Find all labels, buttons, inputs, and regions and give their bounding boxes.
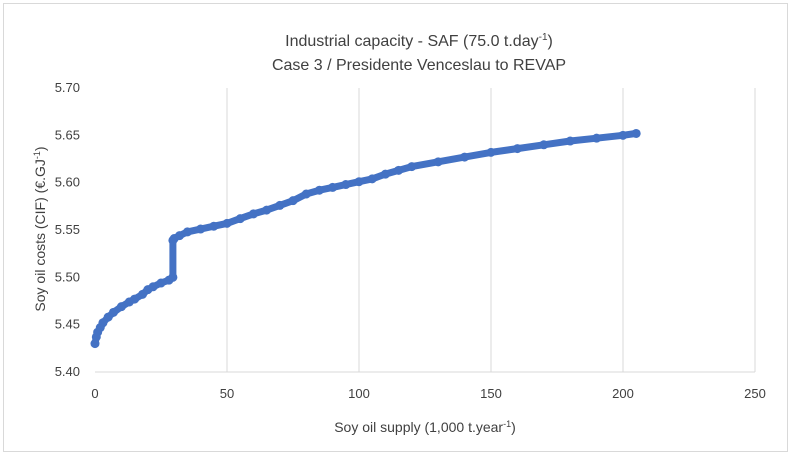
grid-lines: [226, 88, 756, 372]
y-tick-label-3: 5.55: [55, 222, 80, 237]
data-point-21: [209, 221, 219, 231]
data-point-26: [275, 200, 285, 210]
data-point-39: [486, 147, 496, 157]
data-point-24: [248, 209, 258, 219]
data-point-38: [460, 152, 470, 162]
y-tick-label-4: 5.60: [55, 175, 80, 190]
chart-title-line1: Industrial capacity - SAF (75.0 t.day-1): [285, 32, 553, 50]
data-point-41: [539, 140, 549, 150]
data-point-45: [631, 128, 641, 138]
x-tick-label-3: 150: [480, 386, 502, 401]
data-point-19: [182, 227, 192, 237]
y-tick-label-1: 5.45: [55, 317, 80, 332]
data-point-18: [174, 231, 184, 241]
y-axis-label: Soy oil costs (CIF) (€.GJ-1): [32, 146, 48, 311]
data-point-13: [156, 278, 166, 288]
x-axis-label: Soy oil supply (1,000 t.year-1): [334, 419, 516, 435]
data-point-40: [512, 144, 522, 154]
data-point-20: [196, 224, 206, 234]
data-point-32: [354, 177, 364, 187]
data-point-35: [394, 165, 404, 175]
data-point-31: [341, 180, 351, 190]
data-point-9: [130, 294, 140, 304]
x-tick-label-0: 0: [91, 386, 98, 401]
data-point-22: [222, 218, 232, 228]
chart-frame: [3, 3, 788, 452]
data-point-23: [235, 214, 245, 224]
data-point-36: [407, 162, 417, 172]
data-point-30: [328, 182, 338, 192]
y-tick-label-0: 5.40: [55, 364, 80, 379]
x-tick-label-4: 200: [612, 386, 634, 401]
data-point-37: [433, 157, 443, 167]
data-point-7: [116, 302, 126, 312]
y-tick-label-6: 5.70: [55, 80, 80, 95]
y-tick-label-5: 5.65: [55, 127, 80, 142]
y-tick-label-2: 5.50: [55, 269, 80, 284]
x-tick-label-1: 50: [220, 386, 234, 401]
data-point-44: [618, 130, 628, 140]
data-point-29: [314, 185, 324, 195]
chart-title-line2: Case 3 / Presidente Venceslau to REVAP: [272, 57, 566, 74]
series-scatter: [90, 128, 641, 349]
data-point-28: [301, 189, 311, 199]
data-point-33: [367, 174, 377, 184]
data-point-42: [565, 136, 575, 146]
series-trace: [91, 129, 640, 348]
data-point-4: [98, 318, 108, 328]
y-tick-labels: 5.40 5.45 5.50 5.55 5.60 5.65 5.70: [55, 80, 80, 379]
data-point-15: [168, 272, 178, 282]
data-point-12: [148, 282, 158, 292]
data-point-27: [288, 196, 298, 206]
x-tick-label-2: 100: [348, 386, 370, 401]
data-point-43: [592, 133, 602, 143]
data-point-6: [108, 307, 118, 317]
x-tick-labels: 0 50 100 150 200 250: [91, 386, 765, 401]
x-tick-label-5: 250: [744, 386, 766, 401]
data-point-25: [262, 205, 272, 215]
data-point-34: [380, 169, 390, 179]
